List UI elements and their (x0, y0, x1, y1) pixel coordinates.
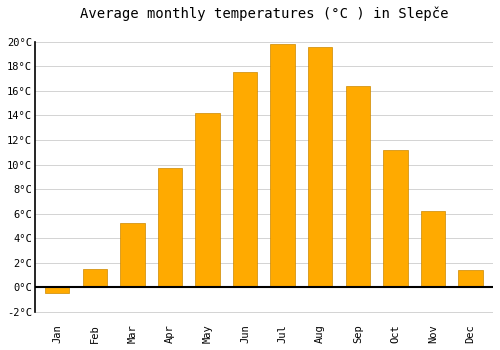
Bar (383, 150, 407, 287)
Bar (233, 72, 258, 287)
Bar (196, 113, 220, 287)
Title: Average monthly temperatures (°C ) in Slepče: Average monthly temperatures (°C ) in Sl… (80, 7, 448, 21)
Bar (158, 168, 182, 287)
Bar (120, 223, 144, 287)
Bar (82, 269, 107, 287)
Bar (458, 270, 482, 287)
Bar (308, 47, 332, 287)
Bar (346, 86, 370, 287)
Bar (270, 44, 295, 287)
Bar (45, 287, 70, 293)
Bar (420, 211, 445, 287)
